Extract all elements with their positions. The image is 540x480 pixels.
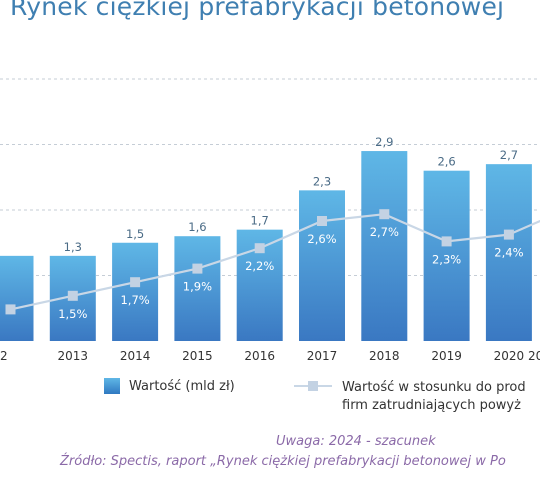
legend-bar-label: Wartość (mld zł) <box>129 379 235 394</box>
bar <box>174 236 221 341</box>
footnote-source: Źródło: Spectis, raport „Rynek ciężkiej … <box>60 454 506 469</box>
share-value-label: 2,4% <box>494 246 523 260</box>
bar-series: 1,31,51,61,72,32,92,62,73 <box>0 135 532 341</box>
bar-value-label: 2,6 <box>437 155 455 169</box>
legend-line-label: Wartość w stosunku do prod firm zatrudnia… <box>342 380 526 413</box>
share-marker <box>317 216 327 226</box>
x-axis-ticks: 2 2013 2014 2015 2016 2017 2018 2019 2020 20 <box>0 349 540 363</box>
share-marker <box>67 290 78 301</box>
line-series: 1,5%1,7%1,9%2,2%2,6%2,7%2,3%2,4%2, <box>5 209 540 321</box>
share-marker <box>379 209 390 220</box>
x-tick-label: 2019 <box>431 349 462 363</box>
bar <box>299 190 345 341</box>
bar <box>485 164 532 341</box>
x-tick-label: 20 <box>528 349 540 363</box>
bar-value-label: 2,9 <box>375 135 393 149</box>
share-marker <box>5 304 16 315</box>
legend-bar-swatch <box>104 378 120 394</box>
share-line <box>10 213 540 311</box>
bar-value-label: 1,7 <box>251 214 269 228</box>
share-marker <box>192 263 203 274</box>
share-value-label: 2,3% <box>432 252 461 266</box>
x-tick-label: 2015 <box>182 349 213 363</box>
share-marker <box>254 243 265 254</box>
footnote-note: Uwaga: 2024 - szacunek <box>276 434 436 449</box>
legend-line-swatch <box>294 381 332 391</box>
share-value-label: 2,6% <box>307 232 336 246</box>
bar <box>0 255 34 341</box>
x-tick-label: 2016 <box>244 349 275 363</box>
share-marker <box>441 236 452 247</box>
chart-canvas: 1,31,51,61,72,32,92,62,73 1,5%1,7%1,9%2,… <box>0 78 540 363</box>
x-tick-label: 2020 <box>494 349 525 363</box>
x-tick-label: 2 <box>0 349 8 363</box>
share-value-label: 2,7% <box>370 225 399 239</box>
share-marker <box>130 277 141 288</box>
bar-value-label: 2,7 <box>500 148 518 162</box>
share-value-label: 1,9% <box>183 280 212 294</box>
share-value-label: 2,2% <box>245 259 274 273</box>
x-tick-label: 2013 <box>58 349 89 363</box>
bar-value-label: 2,3 <box>313 174 331 188</box>
bar-value-label: 1,5 <box>126 227 144 241</box>
bar-value-label: 1,3 <box>64 240 82 254</box>
bar <box>361 151 408 341</box>
bar-value-label: 1,6 <box>188 220 206 234</box>
x-tick-label: 2014 <box>120 349 151 363</box>
share-value-label: 1,5% <box>58 307 87 321</box>
bar <box>112 242 159 341</box>
share-value-label: 1,7% <box>120 293 149 307</box>
x-tick-label: 2017 <box>307 349 338 363</box>
chart-title: Rynek ciężkiej prefabrykacji betonowej <box>10 0 505 21</box>
share-marker <box>503 229 514 240</box>
x-tick-label: 2018 <box>369 349 400 363</box>
bar <box>423 170 470 341</box>
